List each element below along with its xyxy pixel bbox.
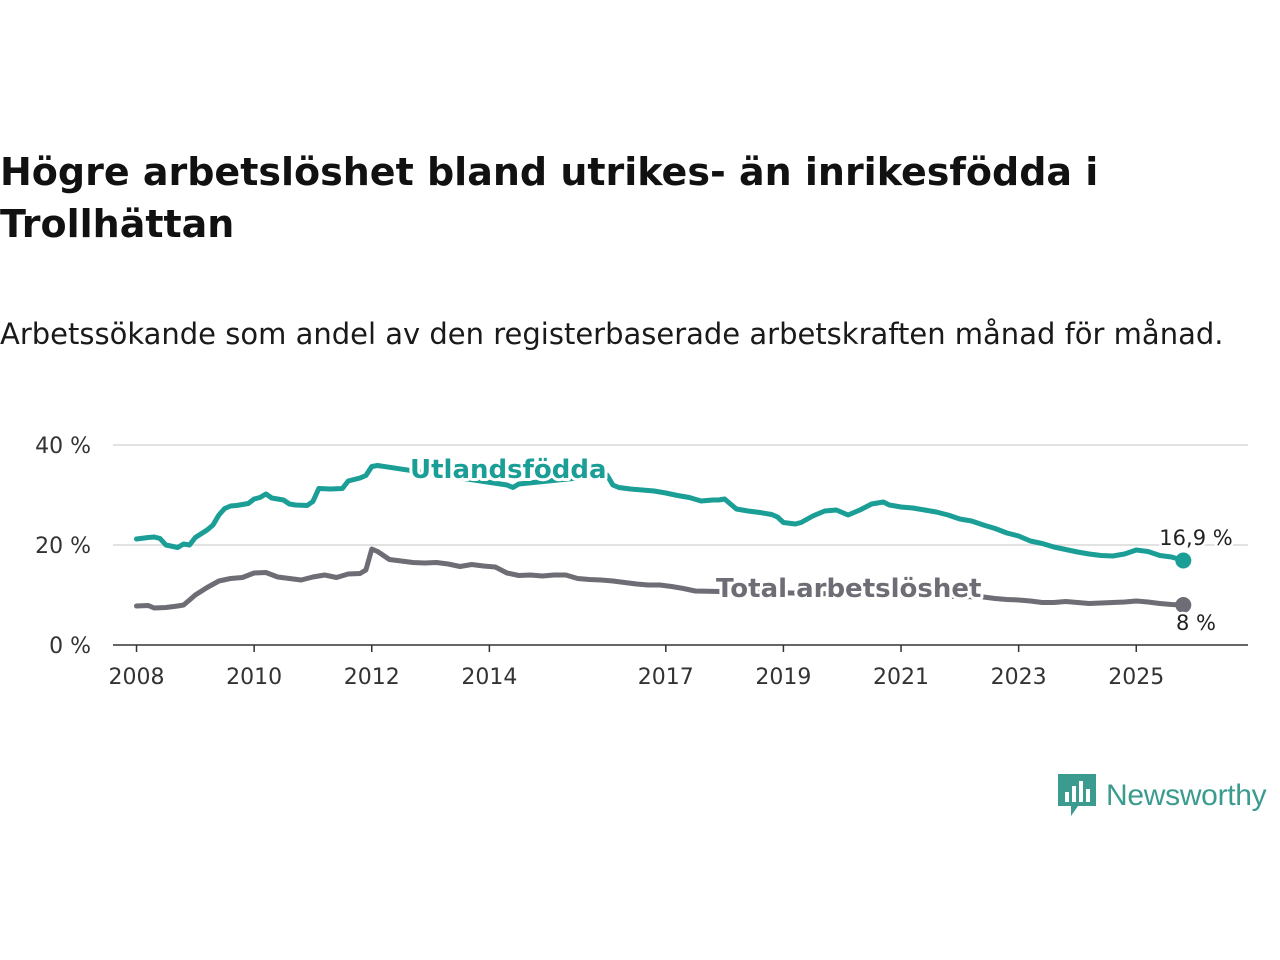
end-value-label-utlandsfodda: 16,9 %: [1159, 526, 1232, 550]
chart-title: Högre arbetslöshet bland utrikes- än inr…: [0, 150, 1099, 246]
x-tick-label: 2008: [109, 665, 165, 690]
y-tick-label: 40 %: [35, 434, 91, 459]
newsworthy-logo[interactable]: Newsworthy: [1058, 774, 1267, 818]
y-tick-label: 20 %: [35, 534, 91, 559]
x-tick-label: 2021: [873, 665, 929, 690]
series-line-0: [134, 463, 1186, 563]
x-tick-label: 2025: [1108, 665, 1164, 690]
series-end-point-0: [1175, 552, 1192, 569]
series-label-total: Total arbetslöshet: [716, 574, 981, 604]
end-value-label-total: 8 %: [1176, 611, 1216, 635]
series: [134, 463, 1192, 613]
series-end-point-1: [1175, 597, 1192, 613]
y-tick-label: 0 %: [49, 634, 91, 659]
annotations: Utlandsfödda Total arbetslöshet 16,9 % 8 %: [407, 452, 1235, 638]
series-line-1: [134, 546, 1186, 611]
x-tick-label: 2012: [344, 665, 400, 690]
x-tick-label: 2017: [638, 665, 694, 690]
axes: 0 % 20 % 40 % 2008 2010 2012 2014 2017 2019 2021 2…: [35, 434, 1248, 690]
x-tick-label: 2019: [755, 665, 811, 690]
x-tick-label: 2023: [991, 665, 1047, 690]
x-tick-label: 2014: [461, 665, 517, 690]
series-label-utlandsfodda: Utlandsfödda: [410, 455, 607, 485]
bar-chart-icon: [1058, 774, 1096, 816]
brand-name: Newsworthy: [1106, 779, 1267, 812]
chart-subtitle: Arbetssökande som andel av den registerb…: [0, 317, 1224, 351]
gridlines: [113, 444, 1248, 546]
x-tick-label: 2010: [226, 665, 282, 690]
